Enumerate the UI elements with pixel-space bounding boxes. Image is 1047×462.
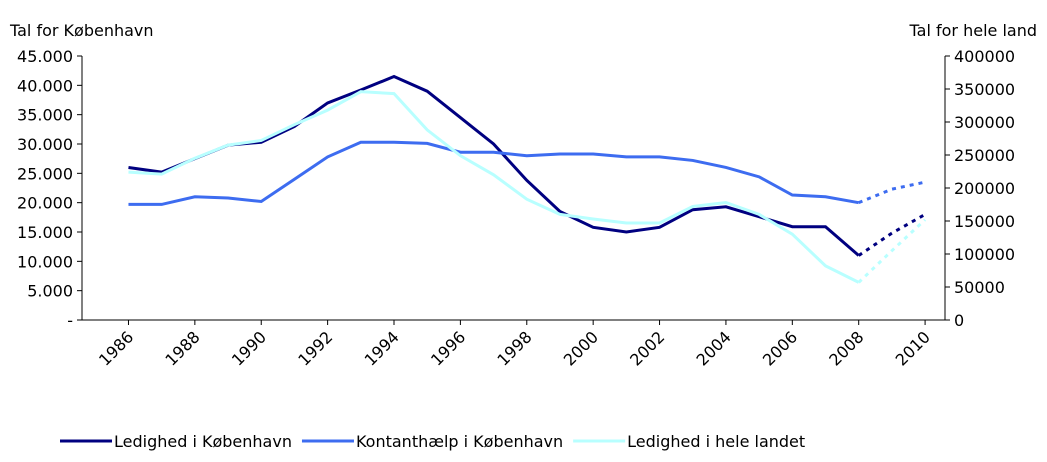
y-tick-label: 20.000 xyxy=(17,194,73,213)
y2-tick-label: 350000 xyxy=(954,80,1015,99)
x-tick-label: 1998 xyxy=(493,327,535,369)
x-tick-label: 1992 xyxy=(294,327,336,369)
series-line xyxy=(128,90,860,284)
y2-tick-label: 400000 xyxy=(954,47,1015,66)
x-tick-label: 2010 xyxy=(892,327,934,369)
y-tick-label: 5.000 xyxy=(27,282,73,301)
y2-tick-label: 300000 xyxy=(954,113,1015,132)
x-tick-label: 1986 xyxy=(95,327,137,369)
series-forecast-line xyxy=(857,213,926,257)
x-tick-label: 2006 xyxy=(759,327,801,369)
y2-tick-label: 50000 xyxy=(954,278,1005,297)
x-tick-label: 1990 xyxy=(228,327,270,369)
x-tick-label: 2002 xyxy=(626,327,668,369)
legend-label: Kontanthælp i København xyxy=(356,432,563,451)
y-axis-label: Tal for København xyxy=(9,21,154,40)
x-tick-label: 2004 xyxy=(693,327,735,369)
x-tick-label: 1988 xyxy=(161,327,203,369)
y-tick-label: 35.000 xyxy=(17,106,73,125)
y-tick-label: 25.000 xyxy=(17,164,73,183)
y2-tick-label: 250000 xyxy=(954,146,1015,165)
x-tick-label: 1996 xyxy=(427,327,469,369)
legend-label: Ledighed i hele landet xyxy=(627,432,805,451)
y-tick-label: 45.000 xyxy=(17,47,73,66)
x-tick-label: 1994 xyxy=(361,327,403,369)
y2-tick-label: 100000 xyxy=(954,245,1015,264)
legend-label: Ledighed i København xyxy=(114,432,292,451)
y-tick-label: 15.000 xyxy=(17,223,73,242)
y2-tick-label: 150000 xyxy=(954,212,1015,231)
y2-axis-label: Tal for hele land xyxy=(909,21,1037,40)
y-tick-label: 10.000 xyxy=(17,252,73,271)
series-forecast-line xyxy=(857,218,927,284)
y-tick-label: 40.000 xyxy=(17,76,73,95)
x-tick-label: 2000 xyxy=(560,327,602,369)
series-forecast-line xyxy=(858,180,926,205)
x-tick-label: 2008 xyxy=(825,327,867,369)
y-tick-label: - xyxy=(67,311,73,330)
series-line xyxy=(128,74,860,257)
series-line xyxy=(128,140,859,206)
y-tick-label: 30.000 xyxy=(17,135,73,154)
y2-tick-label: 200000 xyxy=(954,179,1015,198)
y2-tick-label: 0 xyxy=(954,311,964,330)
